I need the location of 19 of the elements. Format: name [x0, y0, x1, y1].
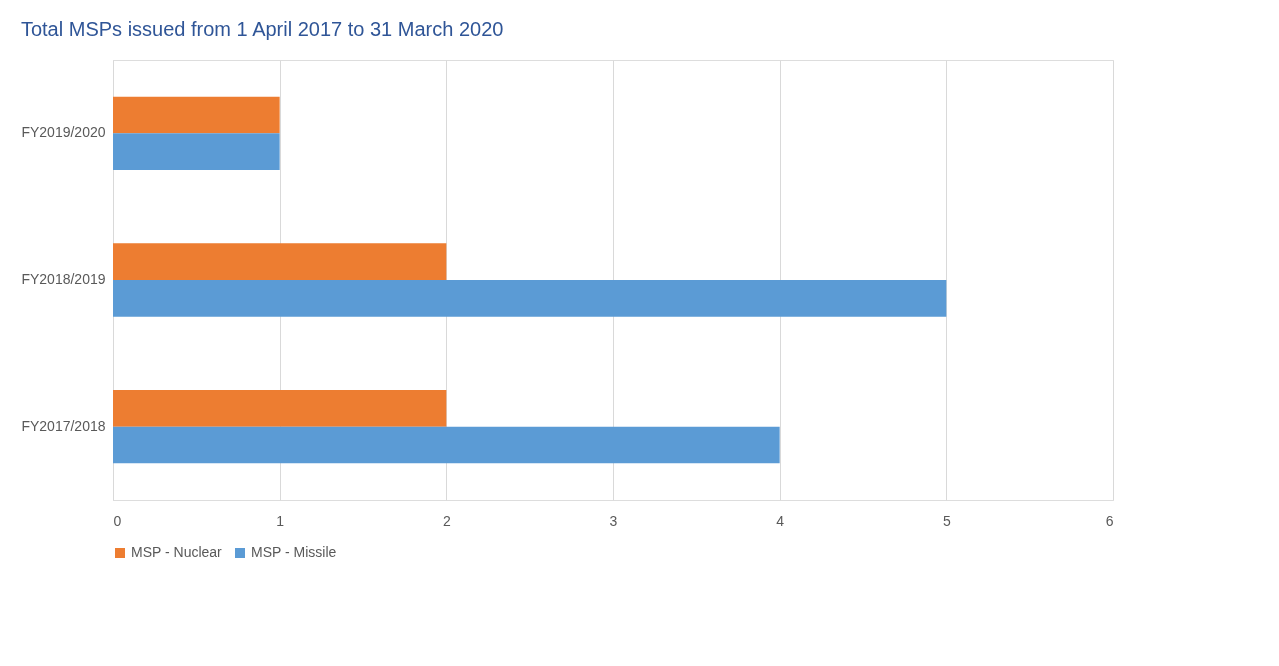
bar [113, 96, 280, 134]
y-tick-label: FY2018/2019 [21, 271, 106, 287]
y-tick-label: FY2019/2020 [21, 124, 106, 141]
bar [113, 243, 447, 280]
chart-title: Total MSPs issued from 1 April 2017 to 31 March 2020 [20, 18, 504, 40]
x-tick-label: 6 [1105, 512, 1114, 529]
legend-label: MSP - Nuclear [131, 544, 223, 560]
x-tick-label: 5 [942, 512, 951, 529]
bar [113, 390, 447, 427]
bar [113, 133, 280, 170]
x-tick-label: 2 [442, 512, 451, 529]
bar [113, 426, 780, 464]
bar [113, 280, 947, 317]
x-tick-label: 4 [776, 512, 785, 529]
legend-label: MSP - Missile [251, 544, 337, 560]
y-tick-label: FY2017/2018 [21, 417, 106, 434]
x-tick-label: 0 [113, 512, 122, 529]
x-tick-label: 3 [609, 512, 618, 529]
x-tick-label: 1 [276, 512, 285, 529]
